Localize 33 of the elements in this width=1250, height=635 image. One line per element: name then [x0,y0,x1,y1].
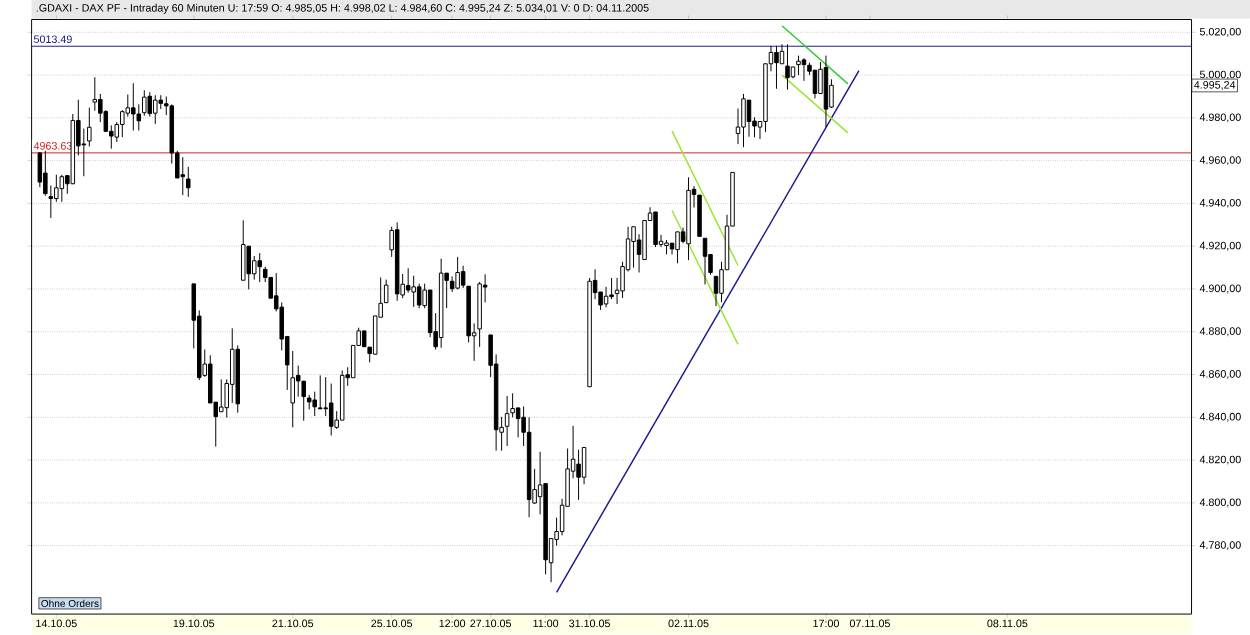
x-tick-label: 12:00 [439,619,466,628]
x-tick-label: 21.10.05 [272,619,314,628]
x-tick-label: 27.10.05 [470,619,512,628]
x-tick-label: 19.10.05 [173,619,215,628]
ref-line-label: 5013.49 [33,35,72,44]
chart-title: .GDAXI - DAX PF - Intraday 60 Minuten U: 17:59 O: 4.985,05 H: 4.998,02 L: 4.984,60 C: 4.995,24 Z: 5.034,01 V: 0 D: 04.11.2005 [36,3,649,14]
candlestick [504,395,510,447]
candlestick [186,166,191,198]
annotation: Ohne Orders [41,599,99,608]
y-tick-label: 4.840,00 [1199,413,1241,422]
y-tick-label: 5.000,00 [1199,70,1241,80]
x-tick-label: 14.10.05 [36,619,77,628]
y-tick-label: 4.920,00 [1199,241,1241,251]
x-tick-label: 08.11.05 [987,619,1028,628]
y-tick-label: 4.960,00 [1199,156,1241,166]
y-tick-label: 4.980,00 [1199,113,1241,123]
y-tick-label: 4.860,00 [1199,370,1241,380]
x-tick-label: 02.11.05 [668,619,709,628]
y-tick-label: 5.020,00 [1199,28,1241,37]
candlestick [383,279,389,304]
candlestick [87,107,92,148]
y-tick-label: 4.880,00 [1199,327,1241,337]
x-tick-label: 31.10.05 [569,619,610,628]
y-tick-label: 4.780,00 [1199,541,1241,551]
text: 4.995,24 [1194,81,1236,91]
y-tick-label: 4.900,00 [1199,284,1241,294]
x-tick-label: 11:00 [533,619,559,628]
x-tick-label: 25.10.05 [371,619,413,628]
y-tick-label: 4.800,00 [1199,498,1241,508]
x-tick-label: 17:00 [813,619,839,628]
x-tick-label: 07.11.05 [849,619,890,628]
y-tick-label: 4.940,00 [1199,199,1241,209]
y-tick-label: 4.820,00 [1199,455,1241,465]
